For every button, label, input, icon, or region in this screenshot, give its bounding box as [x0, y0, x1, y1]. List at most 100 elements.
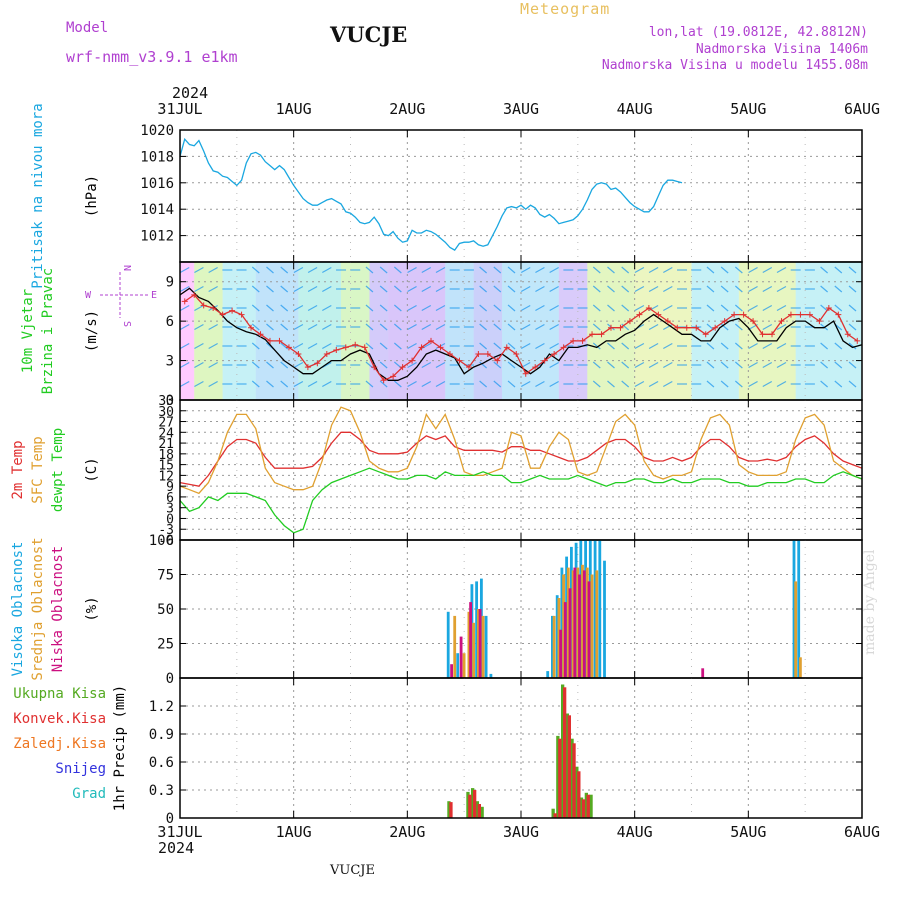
wind-barb [421, 304, 432, 312]
wind-barb [194, 323, 204, 331]
wind-barb [607, 342, 615, 350]
wind-barb [280, 323, 289, 331]
y-tick-label: 21 [158, 437, 174, 452]
bar-niska-oblacnost [559, 629, 562, 678]
bar-srednja-oblacnost [552, 615, 556, 678]
wind-barb [393, 380, 402, 388]
wind-barb [820, 361, 829, 369]
bar-visoka-oblacnost [593, 540, 597, 678]
series-line-1 [179, 406, 863, 495]
bar-srednja-oblacnost [571, 570, 575, 678]
bar-visoka-oblacnost [489, 673, 493, 678]
wind-barb [706, 266, 715, 274]
y-tick-label: 1016 [140, 176, 174, 192]
wind-barb [535, 342, 545, 350]
y-tick-label: 6 [166, 491, 174, 506]
wind-barb [848, 380, 857, 388]
panel-unit: (hPa) [84, 175, 100, 217]
gust-marker [674, 324, 681, 331]
wind-barb [535, 323, 545, 331]
bar-ukupna-kisa [565, 713, 569, 818]
wind-barb [549, 323, 559, 331]
wind-barb [194, 380, 204, 388]
bar-ukupna-kisa [447, 801, 451, 818]
bar-ukupna-kisa [561, 684, 565, 818]
wind-field-band [502, 262, 559, 400]
wind-barb [280, 361, 289, 369]
wind-barb [293, 285, 304, 293]
y-tick-label: 27 [158, 416, 174, 431]
wind-barb [592, 380, 601, 388]
y-tick-label: 33 [158, 394, 174, 409]
gust-marker [380, 377, 387, 384]
y-tick-label: 1012 [140, 229, 174, 245]
wind-barb [720, 361, 729, 369]
x-tick-label-top: 1AUG [276, 100, 312, 118]
x-tick-label-top: 3AUG [503, 100, 539, 118]
wind-barb [379, 380, 388, 388]
wind-barb [493, 304, 502, 312]
gust-marker [607, 324, 614, 331]
wind-barb [820, 285, 829, 293]
gust-marker [494, 357, 501, 364]
wind-barb [479, 304, 488, 312]
gust-marker [702, 331, 709, 338]
wind-barb [634, 380, 645, 388]
wind-barb [307, 285, 318, 293]
wind-barb [251, 285, 260, 293]
wind-barb [706, 285, 715, 293]
wind-barb [549, 266, 559, 274]
wind-field-band [180, 262, 195, 400]
panel-frame [179, 677, 863, 819]
gust-marker [257, 331, 264, 338]
wind-barb [293, 266, 304, 274]
gust-marker [721, 318, 728, 325]
wind-barb [507, 266, 516, 274]
wind-barb [179, 323, 190, 331]
wind-barb [493, 266, 502, 274]
wind-barb [307, 266, 318, 274]
y-tick-label: 12 [158, 469, 174, 484]
wind-barb [479, 342, 488, 350]
gust-marker [219, 311, 226, 318]
gust-marker [323, 351, 330, 357]
wind-barb [179, 285, 190, 293]
watermark: made by Angel [862, 549, 878, 656]
wind-barb [421, 361, 432, 369]
y-tick-label: 9 [166, 480, 174, 495]
bar-srednja-oblacnost [453, 615, 457, 678]
wind-barb [734, 380, 743, 388]
wind-barb [776, 342, 787, 350]
wind-barb [365, 380, 374, 388]
gust-marker [626, 318, 633, 325]
y-tick-label: 0.3 [149, 783, 174, 799]
wind-barb [507, 361, 516, 369]
panel-frame [179, 399, 863, 541]
wind-barb [621, 285, 630, 293]
wind-barb [379, 285, 388, 293]
wind-barb [365, 323, 374, 331]
wind-barb [208, 361, 218, 369]
bar-visoka-oblacnost [570, 546, 573, 678]
wind-barb [322, 285, 332, 293]
wind-barb [393, 266, 402, 274]
gust-marker [181, 298, 188, 305]
bar-niska-oblacnost [450, 664, 453, 678]
wind-barb [820, 342, 829, 350]
wind-barb [307, 323, 318, 331]
y-tick-label: 18 [158, 448, 174, 463]
wind-barb [663, 266, 673, 274]
wind-barb [507, 285, 516, 293]
wind-barb [393, 285, 402, 293]
gust-marker [446, 351, 453, 357]
wind-barb [834, 266, 843, 274]
wind-barb [365, 285, 374, 293]
wind-barb [379, 323, 388, 331]
x-tick-label-top: 6AUG [844, 100, 880, 118]
wind-barb [407, 342, 417, 350]
bar-srednja-oblacnost [562, 574, 565, 678]
panel-ylabel: 1hr Precip (mm) [112, 685, 128, 811]
bar-visoka-oblacnost [456, 653, 460, 678]
wind-barb [648, 380, 659, 388]
bar-niska-oblacnost [701, 668, 705, 678]
